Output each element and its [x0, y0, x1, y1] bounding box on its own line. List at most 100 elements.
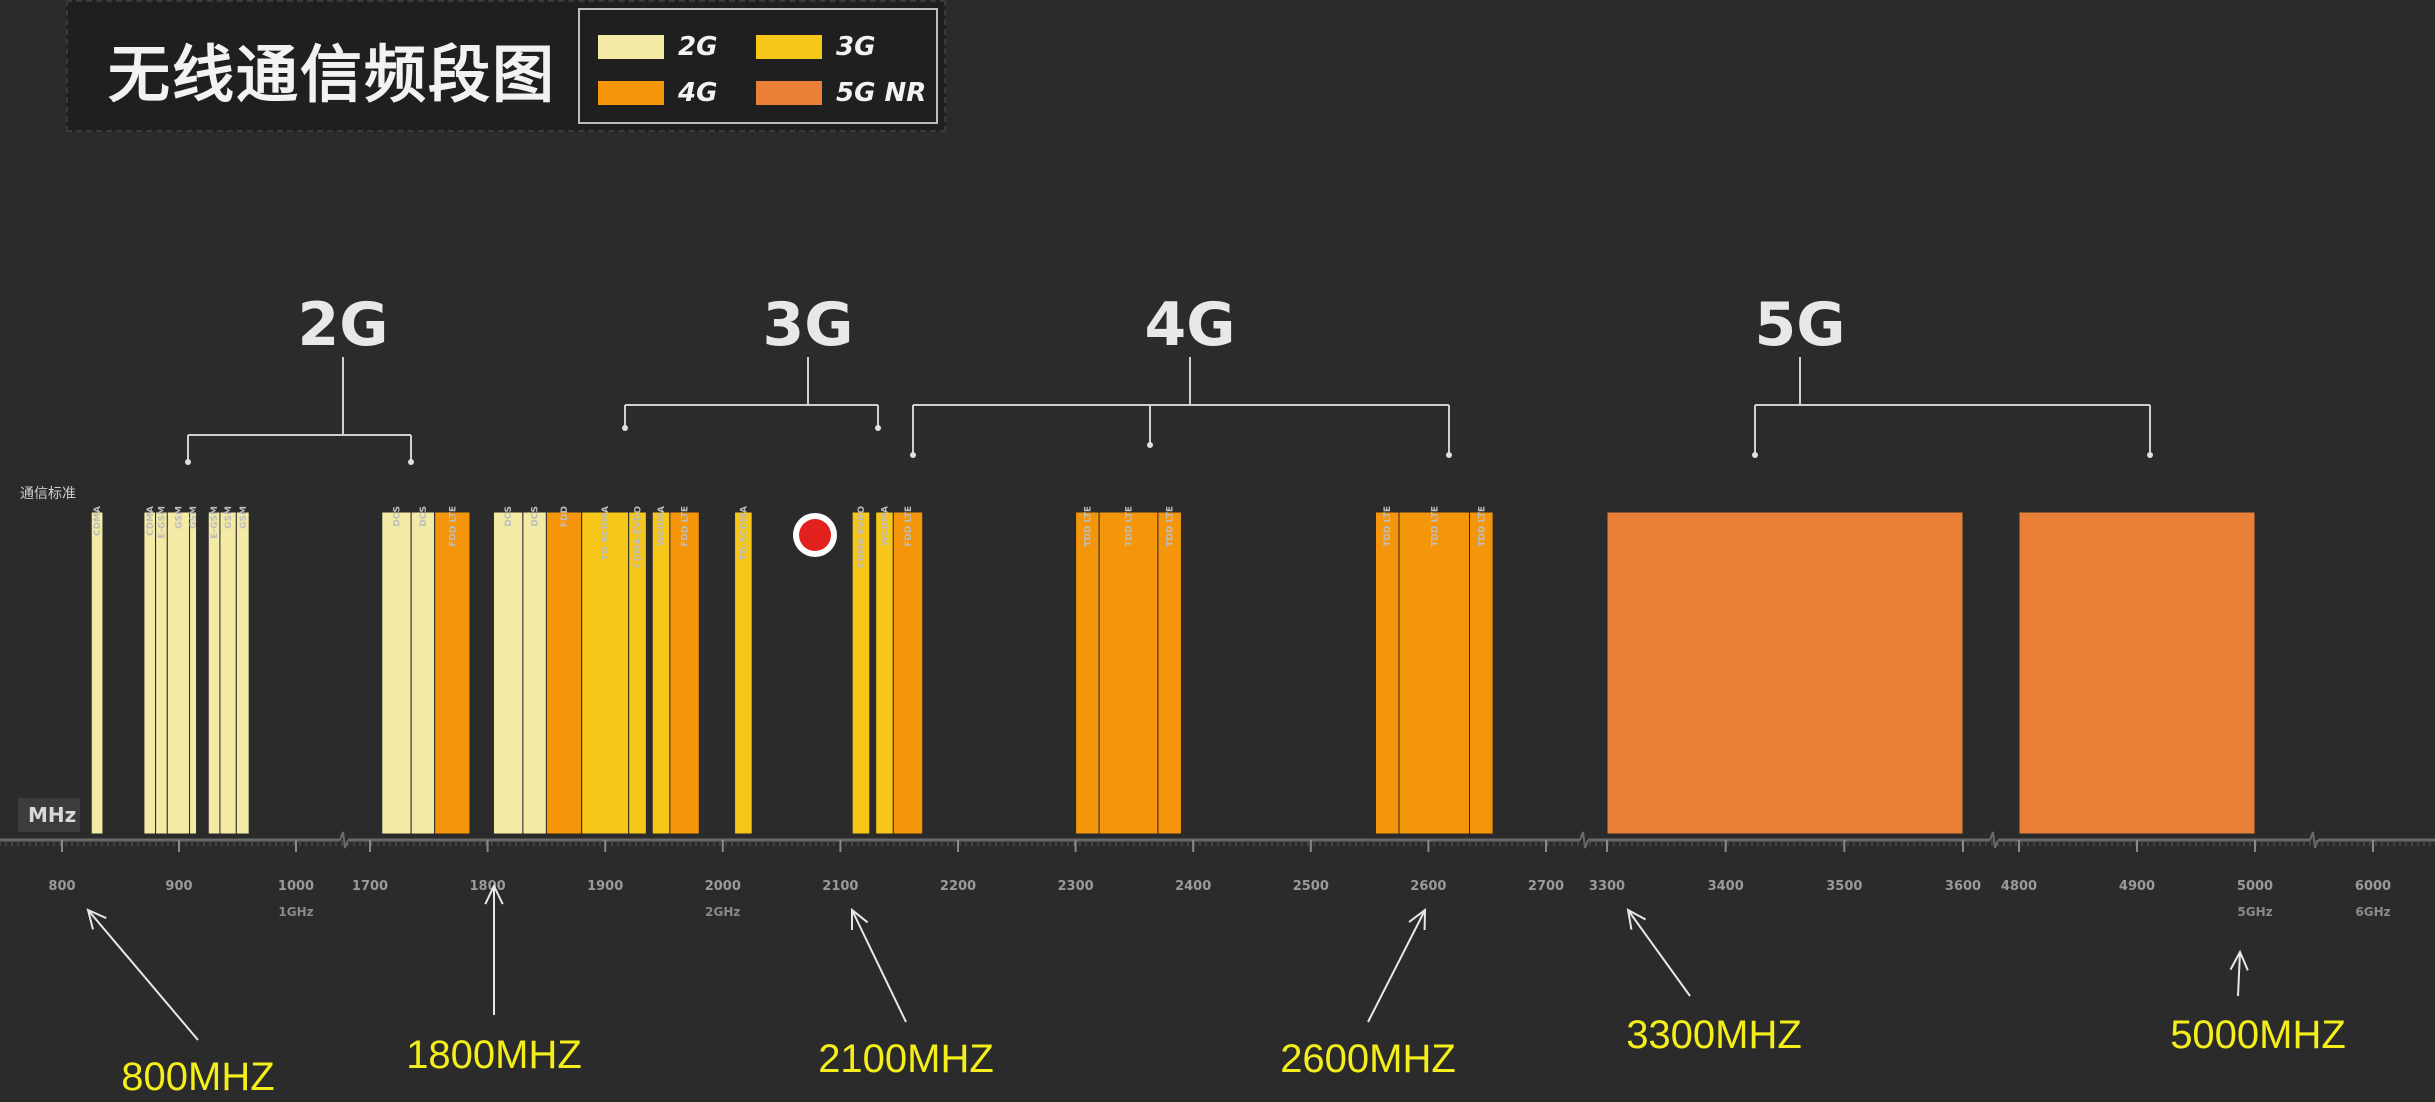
legend-label-4g: 4G: [678, 78, 718, 108]
axis-break: [2309, 831, 2319, 849]
band-label: TDD LTE: [1430, 506, 1440, 547]
axis-tick-label: 4800: [2001, 879, 2037, 894]
generation-label: 2G: [298, 290, 389, 360]
axis-tick-label: 1800: [470, 879, 506, 894]
band-label: DCS: [531, 506, 541, 527]
band-label: WCDMA: [657, 506, 667, 546]
annotation-arrowhead: [1626, 908, 1647, 930]
band-bar: [381, 511, 412, 835]
band-label: TDD LTE: [1125, 506, 1135, 547]
bracket-dot: [185, 459, 191, 465]
band-label: WCDMA: [881, 506, 891, 546]
annotation-label: 3300MHZ: [1626, 1013, 1802, 1057]
annotation-label: 2600MHZ: [1280, 1037, 1456, 1081]
annotation-arrowhead: [1408, 907, 1427, 931]
band-bar: [581, 511, 630, 835]
band-label: TDD LTE: [1166, 506, 1176, 547]
generation-label: 3G: [763, 290, 854, 360]
axis-break: [1989, 831, 1999, 849]
unit-label: MHz: [28, 803, 76, 827]
band-bar: [545, 511, 583, 835]
band-label: FDD LTE: [448, 506, 458, 547]
axis-tick-label: 3600: [1945, 879, 1981, 894]
band-bar: [434, 511, 471, 835]
axis-tick-label: 3300: [1589, 879, 1625, 894]
band-bar: [1098, 511, 1159, 835]
pointer-marker: [799, 519, 831, 551]
band-bar: [651, 511, 671, 835]
band-bar: [734, 511, 753, 835]
band-label: GSM: [224, 506, 234, 529]
bracket-dot: [1147, 442, 1153, 448]
page-title: 无线通信频段图: [108, 38, 557, 111]
annotation-arrowhead: [850, 907, 869, 931]
band-label: FDD LTE: [904, 506, 914, 547]
axis-tick-label: 6000: [2355, 879, 2391, 894]
unit-label-bg: [18, 798, 80, 832]
annotation-arrow: [851, 909, 907, 1023]
band-label: DCS: [419, 506, 429, 527]
axis-tick-label: 2100: [822, 879, 858, 894]
bracket-dot: [1752, 452, 1758, 458]
axis-tick-label: 3500: [1826, 879, 1862, 894]
band-bar: [875, 511, 894, 835]
band-label: TDD LTE: [1477, 506, 1487, 547]
axis-tick-label: 1900: [587, 879, 623, 894]
band-bar: [166, 511, 191, 835]
legend-swatch-3g: [756, 35, 822, 59]
band-label: TD-SCDMA: [601, 506, 611, 560]
band-label: CDMA: [146, 506, 156, 536]
legend-swatch-5g-nr: [756, 81, 822, 105]
bracket-dot: [875, 425, 881, 431]
axis-sub-label: 1GHz: [278, 905, 313, 919]
band-label: GSM: [239, 506, 249, 529]
axis-tick-label: 900: [165, 879, 192, 894]
band-bar: [669, 511, 700, 835]
band-bar: [628, 511, 647, 835]
annotation-arrow: [1367, 909, 1426, 1023]
axis-tick-label: 2300: [1058, 879, 1094, 894]
axis-tick-label: 5000: [2237, 879, 2273, 894]
legend-label-2g: 2G: [678, 32, 718, 62]
axis-break: [339, 831, 349, 849]
legend-item-4g: 4G: [598, 78, 717, 108]
band-label: GSM: [189, 506, 199, 529]
band-bar: [189, 511, 198, 835]
legend-item-5g-nr: 5G NR: [756, 78, 926, 108]
bracket-dot: [622, 425, 628, 431]
legend-item-2g: 2G: [598, 32, 717, 62]
generation-label: 4G: [1145, 290, 1236, 360]
band-label: TDD LTE: [1083, 506, 1093, 547]
annotation-arrowhead: [86, 908, 107, 930]
legend: 2G 3G 4G 5G NR: [578, 8, 938, 124]
band-bar: [410, 511, 436, 835]
annotation-label: 5000MHZ: [2170, 1013, 2346, 1057]
axis-tick-label: 3400: [1708, 879, 1744, 894]
band-bar: [1075, 511, 1100, 835]
bracket-dot: [2147, 452, 2153, 458]
band-label: CDMA-EVDO: [634, 506, 644, 568]
band-label: CDMA: [93, 506, 103, 536]
axis-tick-label: 1700: [352, 879, 388, 894]
annotation-arrow: [2237, 951, 2241, 997]
band-bar: [235, 511, 250, 835]
band-label: DCS: [392, 506, 402, 527]
band-bar: [143, 511, 157, 835]
axis-tick-label: 2700: [1528, 879, 1564, 894]
band-label: FDD LTE: [681, 506, 691, 547]
band-bar: [155, 511, 168, 835]
bracket-dot: [408, 459, 414, 465]
band-label: DCS: [504, 506, 514, 527]
band-bar: [851, 511, 871, 835]
band-bar: [90, 511, 104, 835]
annotation-label: 800MHZ: [121, 1055, 274, 1099]
axis-tick-label: 800: [48, 879, 75, 894]
band-bar: [492, 511, 524, 835]
band-bar: [1157, 511, 1182, 835]
legend-item-3g: 3G: [756, 32, 875, 62]
annotation-arrowhead: [2229, 949, 2249, 971]
bracket-dot: [1446, 452, 1452, 458]
band-label: GSM: [174, 506, 184, 529]
axis-sub-label: 2GHz: [705, 905, 740, 919]
band-bar: [522, 511, 547, 835]
